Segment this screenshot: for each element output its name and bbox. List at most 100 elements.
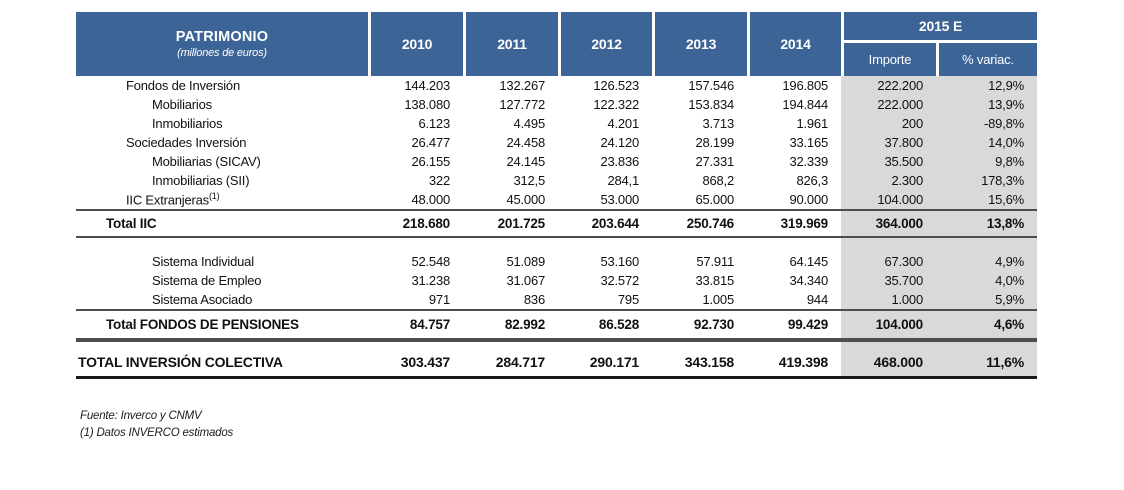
table-row: Sistema de Empleo 31.238 31.067 32.572 33.81… — [76, 271, 1037, 290]
cell-year-value: 90.000 — [789, 192, 828, 207]
table-header: PATRIMONIO (millones de euros) 2010 2011… — [76, 12, 1037, 76]
cell-year-value: 153.834 — [688, 97, 734, 112]
cell-year-value: 3.713 — [702, 116, 734, 131]
cell-variacion: -89,8% — [936, 114, 1037, 133]
table-spacer-row — [76, 342, 1037, 347]
table-body: Fondos de Inversión 144.203 132.267 126.523… — [76, 76, 1037, 379]
cell-year-value: 127.772 — [499, 97, 545, 112]
cell-year-value: 126.523 — [593, 78, 639, 93]
cell-year-value: 826,3 — [796, 173, 828, 188]
cell-year-value: 33.165 — [789, 135, 828, 150]
cell-year-value: 4.201 — [607, 116, 639, 131]
cell-year-value: 122.322 — [593, 97, 639, 112]
cell-year-value: 28.199 — [695, 135, 734, 150]
table-row: Inmobiliarias (SII) 322 312,5 284,1 868,2 826… — [76, 171, 1037, 190]
table-subtitle: (millones de euros) — [177, 47, 267, 59]
patrimonio-table-wrap: PATRIMONIO (millones de euros) 2010 2011… — [76, 12, 1037, 379]
cell-year-value: 194.844 — [782, 97, 828, 112]
cell-year-value: 33.815 — [695, 273, 734, 288]
cell-year-value: 144.203 — [404, 78, 450, 93]
table-row: Inmobiliarios 6.123 4.495 4.201 3.713 1.961 20… — [76, 114, 1037, 133]
cell-year-value: 84.757 — [368, 309, 463, 338]
table-row: Sistema Individual 52.548 51.089 53.160 57.9… — [76, 252, 1037, 271]
cell-year-value: 53.160 — [600, 254, 639, 269]
row-label: Total IIC — [76, 209, 368, 238]
cell-year-value: 65.000 — [695, 192, 734, 207]
cell-year-value: 303.437 — [368, 347, 463, 379]
cell-variacion: 15,6% — [936, 190, 1037, 209]
patrimonio-table: PATRIMONIO (millones de euros) 2010 2011… — [76, 12, 1037, 379]
cell-year-value: 196.805 — [782, 78, 828, 93]
cell-year-value: 51.089 — [506, 254, 545, 269]
cell-year-value: 218.680 — [368, 209, 463, 238]
cell-variacion: 12,9% — [936, 76, 1037, 95]
cell-year-value: 86.528 — [558, 309, 652, 338]
subheader-importe: Importe — [841, 43, 936, 76]
cell-year-value: 32.339 — [789, 154, 828, 169]
estimate-column-header: 2015 E — [841, 12, 1037, 44]
cell-year-value: 250.746 — [652, 209, 747, 238]
cell-importe: 37.800 — [841, 133, 936, 152]
table-row: Sociedades Inversión 26.477 24.458 24.120 28… — [76, 133, 1037, 152]
cell-year-value: 868,2 — [702, 173, 734, 188]
cell-variacion: 178,3% — [936, 171, 1037, 190]
cell-variacion: 13,9% — [936, 95, 1037, 114]
cell-year-value: 203.644 — [558, 209, 652, 238]
cell-year-value: 1.961 — [796, 116, 828, 131]
cell-importe: 67.300 — [841, 252, 936, 271]
table-spacer-row — [76, 238, 1037, 252]
cell-year-value: 284,1 — [607, 173, 639, 188]
cell-variacion: 11,6% — [936, 347, 1037, 379]
cell-year-value: 45.000 — [506, 192, 545, 207]
cell-year-value: 322 — [428, 173, 450, 188]
row-label: Total FONDOS DE PENSIONES — [76, 309, 368, 338]
cell-year-value: 24.458 — [506, 135, 545, 150]
cell-year-value: 48.000 — [411, 192, 450, 207]
table-rule-row — [76, 338, 1037, 342]
year-column-header-2014: 2014 — [747, 12, 841, 76]
spacer-cell — [76, 238, 841, 252]
cell-importe: 2.300 — [841, 171, 936, 190]
cell-year-value: 64.145 — [789, 254, 828, 269]
cell-year-value: 419.398 — [747, 347, 841, 379]
row-label: Fondos de Inversión — [126, 78, 240, 93]
cell-year-value: 4.495 — [513, 116, 545, 131]
row-label: Mobiliarios — [152, 97, 212, 112]
row-label: Mobiliarias (SICAV) — [152, 154, 261, 169]
cell-importe: 222.000 — [841, 95, 936, 114]
cell-year-value: 92.730 — [652, 309, 747, 338]
table-row: Mobiliarias (SICAV) 26.155 24.145 23.836 27.… — [76, 152, 1037, 171]
cell-year-value: 23.836 — [600, 154, 639, 169]
footnote-estimate: (1) Datos INVERCO estimados — [80, 427, 234, 439]
spacer-cell-estimate — [841, 238, 1037, 252]
cell-year-value: 138.080 — [404, 97, 450, 112]
cell-importe: 222.200 — [841, 76, 936, 95]
year-column-header-2011: 2011 — [463, 12, 558, 76]
spacer-cell-estimate — [841, 338, 1037, 342]
cell-year-value: 343.158 — [652, 347, 747, 379]
cell-year-value: 24.120 — [600, 135, 639, 150]
header-patrimonio: PATRIMONIO (millones de euros) — [76, 12, 368, 76]
row-label: Sistema de Empleo — [152, 273, 262, 288]
cell-year-value: 57.911 — [696, 254, 734, 269]
cell-year-value: 31.067 — [506, 273, 545, 288]
table-row: Mobiliarios 138.080 127.772 122.322 153.834 1… — [76, 95, 1037, 114]
cell-importe: 200 — [841, 114, 936, 133]
cell-year-value: 971 — [428, 292, 450, 307]
cell-year-value: 34.340 — [789, 273, 828, 288]
spacer-cell-estimate — [841, 342, 1037, 347]
cell-year-value: 836 — [523, 292, 545, 307]
cell-importe: 104.000 — [841, 309, 936, 338]
table-row: Total FONDOS DE PENSIONES 84.757 82.992 86.… — [76, 309, 1037, 338]
row-label: TOTAL INVERSIÓN COLECTIVA — [76, 347, 368, 379]
cell-year-value: 24.145 — [506, 154, 545, 169]
cell-year-value: 132.267 — [499, 78, 545, 93]
cell-year-value: 944 — [806, 292, 828, 307]
cell-year-value: 31.238 — [411, 273, 450, 288]
table-row: Sistema Asociado 971 836 795 1.005 944 1.000 5,… — [76, 290, 1037, 309]
year-column-header-2013: 2013 — [652, 12, 747, 76]
cell-year-value: 26.155 — [411, 154, 450, 169]
row-label: Sistema Individual — [152, 254, 254, 269]
cell-variacion: 4,0% — [936, 271, 1037, 290]
year-column-header-2012: 2012 — [558, 12, 652, 76]
